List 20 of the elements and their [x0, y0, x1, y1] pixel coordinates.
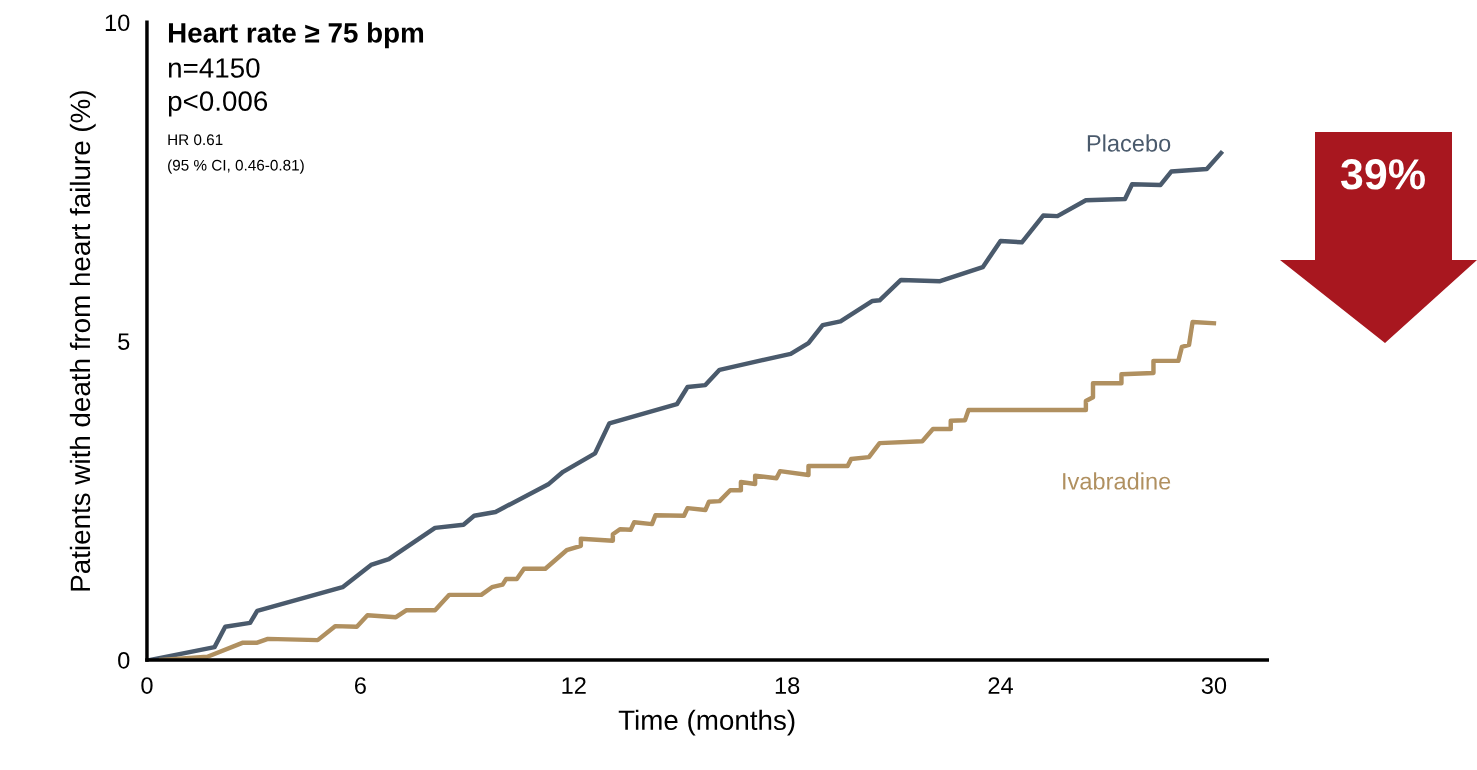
- x-tick-label: 0: [141, 677, 153, 694]
- annotation: (95 % CI, 0.46-0.81): [168, 159, 304, 174]
- text: 39%: [1340, 159, 1425, 190]
- y-tick-label: 10: [105, 14, 130, 32]
- series-label: Placebo: [1087, 134, 1171, 152]
- chart-title: Heart rate ≥ 75 bpm: [168, 22, 424, 49]
- x-tick-label: 18: [775, 677, 800, 694]
- y-tick-label: 0: [118, 651, 130, 669]
- x-tick-label: 6: [354, 677, 366, 694]
- y-axis-title: Patients with death from heart failure (%): [69, 91, 96, 591]
- y-tick-label: 5: [118, 333, 130, 350]
- x-axis-title: Time (months): [618, 709, 795, 736]
- annotation: p<0.006: [168, 91, 268, 117]
- line-series: [148, 150, 1224, 660]
- x-tick-label: 24: [988, 677, 1013, 694]
- x-tick-label: 12: [562, 677, 586, 694]
- text: Ivabradine: [1063, 472, 1171, 490]
- annotation: n=4150: [168, 58, 260, 78]
- annotation: HR 0.61: [168, 134, 223, 146]
- x-tick-label: 30: [1201, 677, 1227, 694]
